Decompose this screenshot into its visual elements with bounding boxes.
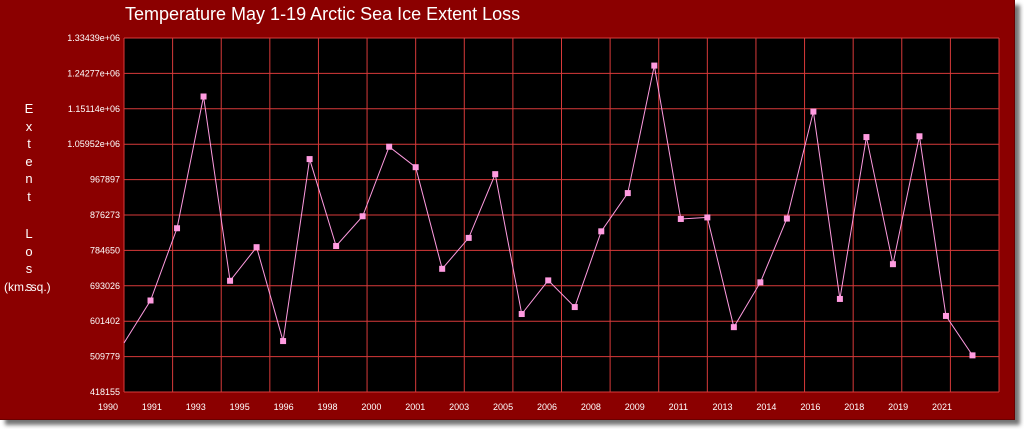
data-point xyxy=(200,93,207,100)
data-point xyxy=(518,311,525,318)
data-point xyxy=(598,228,605,235)
data-point xyxy=(280,338,287,345)
y-tick-label: 1.05952e+06 xyxy=(67,139,120,149)
y-axis-label-letter: n xyxy=(25,171,33,186)
y-axis-label-letter: x xyxy=(25,118,33,134)
chart-canvas: 418155 509779 601402 693026 784650 876273 9678… xyxy=(67,33,1000,412)
x-tick-label: 2016 xyxy=(800,402,820,412)
data-point xyxy=(810,108,817,115)
data-point xyxy=(836,295,843,302)
x-tick-label: 2011 xyxy=(669,402,688,412)
x-tick-label: 1998 xyxy=(317,402,337,412)
chart-frame: Temperature May 1-19 Arctic Sea Ice Exte… xyxy=(0,0,1015,420)
x-tick-label: 1995 xyxy=(230,402,250,412)
y-tick-label: 693026 xyxy=(90,281,120,291)
y-tick-label: 1.15114e+06 xyxy=(68,104,120,114)
y-axis-label-letter: t xyxy=(27,136,31,151)
data-point xyxy=(306,156,313,163)
y-axis-label-letter: s xyxy=(25,278,33,294)
y-axis-unit-label: (km. sq.) xyxy=(4,280,51,294)
data-point xyxy=(227,277,234,284)
data-point xyxy=(863,134,870,141)
data-point xyxy=(412,164,419,171)
x-tick-label: 2019 xyxy=(888,402,908,412)
data-point xyxy=(333,243,340,250)
y-tick-label: 876273 xyxy=(90,210,120,220)
data-point xyxy=(783,215,790,222)
data-point xyxy=(174,225,181,232)
x-tick-label: 1993 xyxy=(186,402,206,412)
data-point xyxy=(942,312,949,319)
x-tick-labels: 1990 1991 1993 1995 1996 1998 2000 2001 2003 2005… xyxy=(98,402,952,412)
data-point xyxy=(651,62,658,69)
x-tick-label: 2006 xyxy=(537,402,557,412)
data-point xyxy=(253,244,260,251)
x-tick-label: 2009 xyxy=(625,402,645,412)
y-tick-label: 967897 xyxy=(90,175,120,185)
x-tick-label: 2013 xyxy=(713,402,733,412)
y-axis-label-letter: E xyxy=(24,101,34,116)
data-point xyxy=(624,190,631,197)
y-tick-label: 601402 xyxy=(90,316,120,326)
y-tick-label: 509779 xyxy=(90,352,120,362)
data-point xyxy=(465,234,472,241)
data-point xyxy=(704,214,711,221)
data-point xyxy=(571,304,578,311)
x-tick-label: 2000 xyxy=(361,402,381,412)
data-point xyxy=(969,352,976,359)
x-tick-label: 2005 xyxy=(493,402,513,412)
x-tick-label: 1990 xyxy=(98,402,118,412)
y-axis-label-letter: L xyxy=(25,226,33,241)
data-point xyxy=(889,261,896,268)
y-tick-label: 418155 xyxy=(90,387,120,397)
x-tick-label: 1996 xyxy=(274,402,294,412)
data-point xyxy=(916,133,923,140)
data-point xyxy=(492,171,499,178)
x-tick-label: 2001 xyxy=(405,402,425,412)
x-tick-label: 2021 xyxy=(932,402,952,412)
x-tick-label: 2008 xyxy=(581,402,601,412)
data-point xyxy=(439,265,446,272)
y-tick-label: 1.33439e+06 xyxy=(67,33,120,43)
y-axis-label-letter: e xyxy=(25,153,33,169)
data-point xyxy=(757,279,764,286)
x-tick-label: 2014 xyxy=(756,402,776,412)
y-tick-label: 784650 xyxy=(90,245,120,255)
data-point xyxy=(147,297,154,304)
chart-title: Temperature May 1-19 Arctic Sea Ice Exte… xyxy=(125,4,521,24)
y-tick-label: 1.24277e+06 xyxy=(67,68,120,78)
data-point xyxy=(730,324,737,331)
y-tick-labels: 418155 509779 601402 693026 784650 876273 9678… xyxy=(67,33,120,397)
y-axis-label-letter: t xyxy=(27,188,31,204)
x-tick-label: 2003 xyxy=(449,402,469,412)
x-tick-label: 2018 xyxy=(844,402,864,412)
x-tick-label: 1991 xyxy=(142,402,162,412)
data-point xyxy=(677,215,684,222)
data-point xyxy=(386,143,393,150)
data-point xyxy=(359,213,366,220)
y-axis-label-letter: o xyxy=(25,243,33,259)
y-axis-label-letter: s xyxy=(25,261,33,276)
data-series xyxy=(123,62,976,359)
data-point xyxy=(545,277,552,284)
gridlines xyxy=(123,37,1000,393)
